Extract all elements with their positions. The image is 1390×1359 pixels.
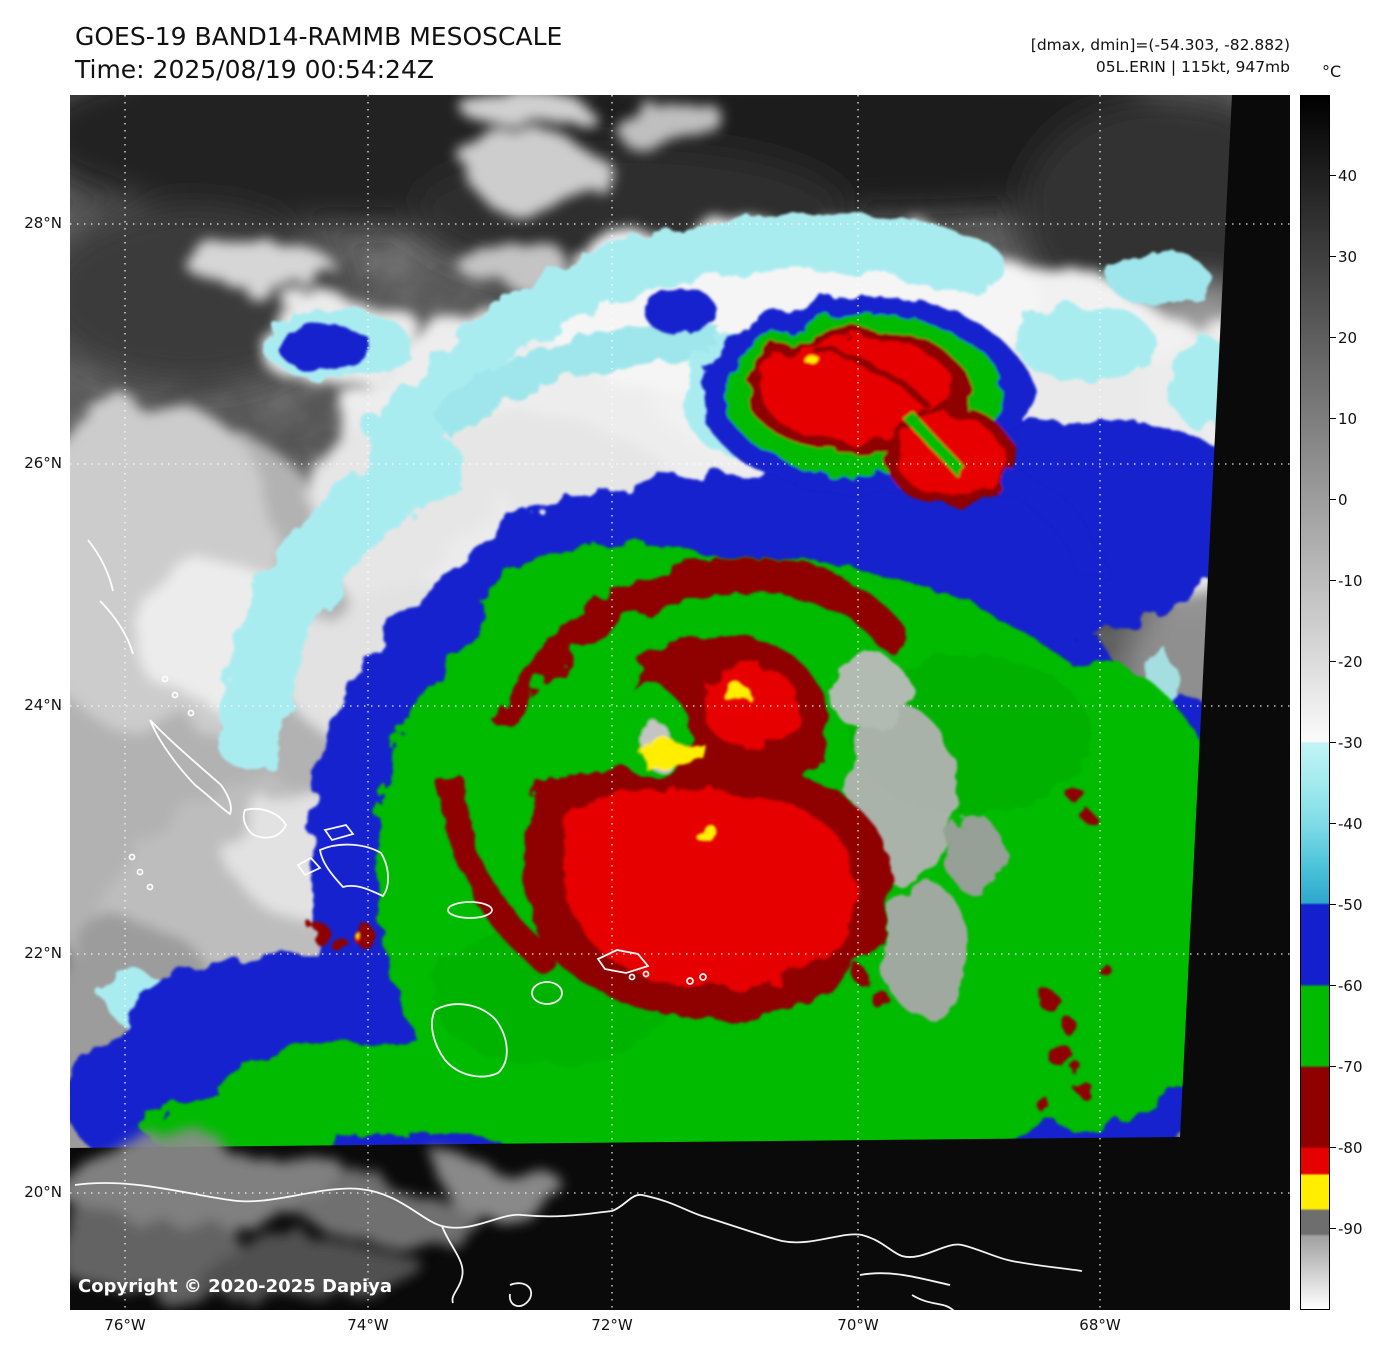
colorbar-tick-20: 20: [1328, 329, 1358, 347]
colorbar-tick-m10: -10: [1329, 572, 1363, 590]
satellite-scene: [70, 95, 1290, 1310]
colorbar-tick-30: 30: [1328, 248, 1358, 266]
lon-label-70w: 70°W: [837, 1316, 879, 1334]
colorbar-tick-m70: -70: [1329, 1058, 1363, 1076]
temperature-colorbar: [1300, 95, 1330, 1310]
storm-info-readout: 05L.ERIN | 115kt, 947mb: [1095, 58, 1290, 76]
image-timestamp: Time: 2025/08/19 00:54:24Z: [75, 55, 434, 84]
colorbar-unit-label: °C: [1322, 62, 1342, 81]
page-title: GOES-19 BAND14-RAMMB MESOSCALE: [75, 22, 563, 51]
lon-label-76w: 76°W: [104, 1316, 146, 1334]
dmax-dmin-readout: [dmax, dmin]=(-54.303, -82.882): [1030, 36, 1290, 54]
lat-label-22n: 22°N: [24, 944, 62, 962]
lon-label-68w: 68°W: [1079, 1316, 1121, 1334]
colorbar-tick-10: 10: [1328, 410, 1358, 428]
colorbar-tick-m50: -50: [1329, 896, 1363, 914]
colorbar-tick-m80: -80: [1329, 1139, 1363, 1157]
eye-region-details: [614, 685, 752, 844]
colorbar-tick-m30: -30: [1329, 734, 1363, 752]
lat-label-20n: 20°N: [24, 1183, 62, 1201]
graticule: [70, 95, 1290, 1310]
satellite-image: [70, 95, 1290, 1310]
colorbar-tick-0: 0: [1329, 491, 1348, 509]
lat-label-28n: 28°N: [24, 214, 62, 232]
colorbar-tick-40: 40: [1328, 167, 1358, 185]
copyright-label: Copyright © 2020-2025 Dapiya: [78, 1276, 393, 1297]
lat-label-26n: 26°N: [24, 454, 62, 472]
lon-label-74w: 74°W: [347, 1316, 389, 1334]
lon-label-72w: 72°W: [591, 1316, 633, 1334]
colorbar-tick-m40: -40: [1329, 815, 1363, 833]
coastlines: [74, 539, 1083, 1310]
colorbar-tick-m90: -90: [1329, 1220, 1363, 1238]
bottom-gray-smudges: [70, 1142, 560, 1305]
colorbar-tick-m60: -60: [1329, 977, 1363, 995]
lat-label-24n: 24°N: [24, 696, 62, 714]
northern-convective-system: [700, 297, 1105, 578]
colorbar-tick-m20: -20: [1329, 653, 1363, 671]
